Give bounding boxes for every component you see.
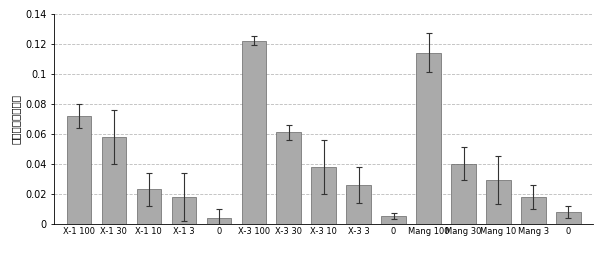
Bar <box>276 132 301 224</box>
Bar <box>486 180 511 224</box>
Bar <box>172 197 196 224</box>
Bar <box>137 189 161 224</box>
Bar <box>206 218 231 224</box>
Bar <box>556 212 581 224</box>
Bar <box>522 197 546 224</box>
Bar <box>67 116 91 224</box>
Bar <box>381 216 406 224</box>
Y-axis label: 相对葫茂糖浓度比: 相对葫茂糖浓度比 <box>11 94 21 144</box>
Bar <box>102 137 126 224</box>
Bar <box>347 185 371 224</box>
Bar <box>416 53 441 224</box>
Bar <box>451 164 476 224</box>
Bar <box>241 41 266 224</box>
Bar <box>312 167 336 224</box>
